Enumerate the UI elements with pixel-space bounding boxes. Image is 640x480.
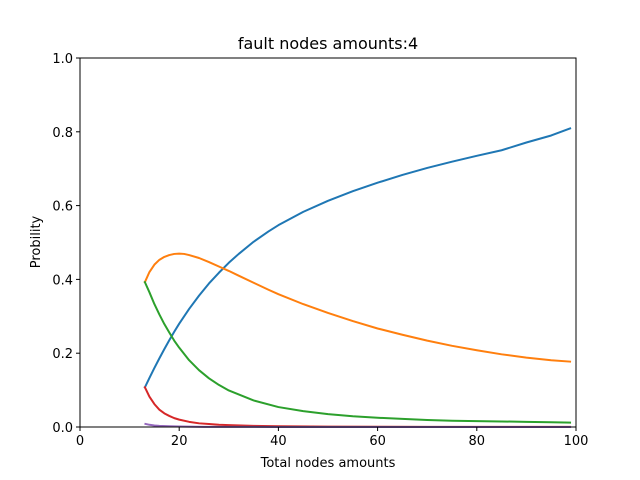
series-layer [143,127,572,428]
x-tick-label: 100 [564,434,589,449]
x-tick-label: 60 [369,434,386,449]
y-tick-label: 0.8 [52,126,73,141]
x-tick-label: 40 [270,434,287,449]
y-tick-label: 1.0 [52,52,73,67]
ticks-layer: 0 20 40 60 80 100 0.0 0.2 0.4 0.6 0.8 1.0 [52,52,588,449]
chart-title: fault nodes amounts:4 [238,34,418,53]
x-tick-label: 80 [469,434,486,449]
y-tick-label: 0.4 [52,273,73,288]
series-line-3 [143,280,572,424]
y-axis-label: Probility [29,215,44,268]
y-tick-label: 0.2 [52,347,73,362]
y-tick-label: 0.0 [52,421,73,436]
series-line-1 [143,127,572,389]
x-axis-label: Total nodes amounts [260,456,396,471]
x-tick-label: 20 [171,434,188,449]
x-tick-label: 0 [76,434,84,449]
y-tick-label: 0.6 [52,200,73,215]
plot-frame [79,57,577,428]
series-line-2 [143,252,572,363]
